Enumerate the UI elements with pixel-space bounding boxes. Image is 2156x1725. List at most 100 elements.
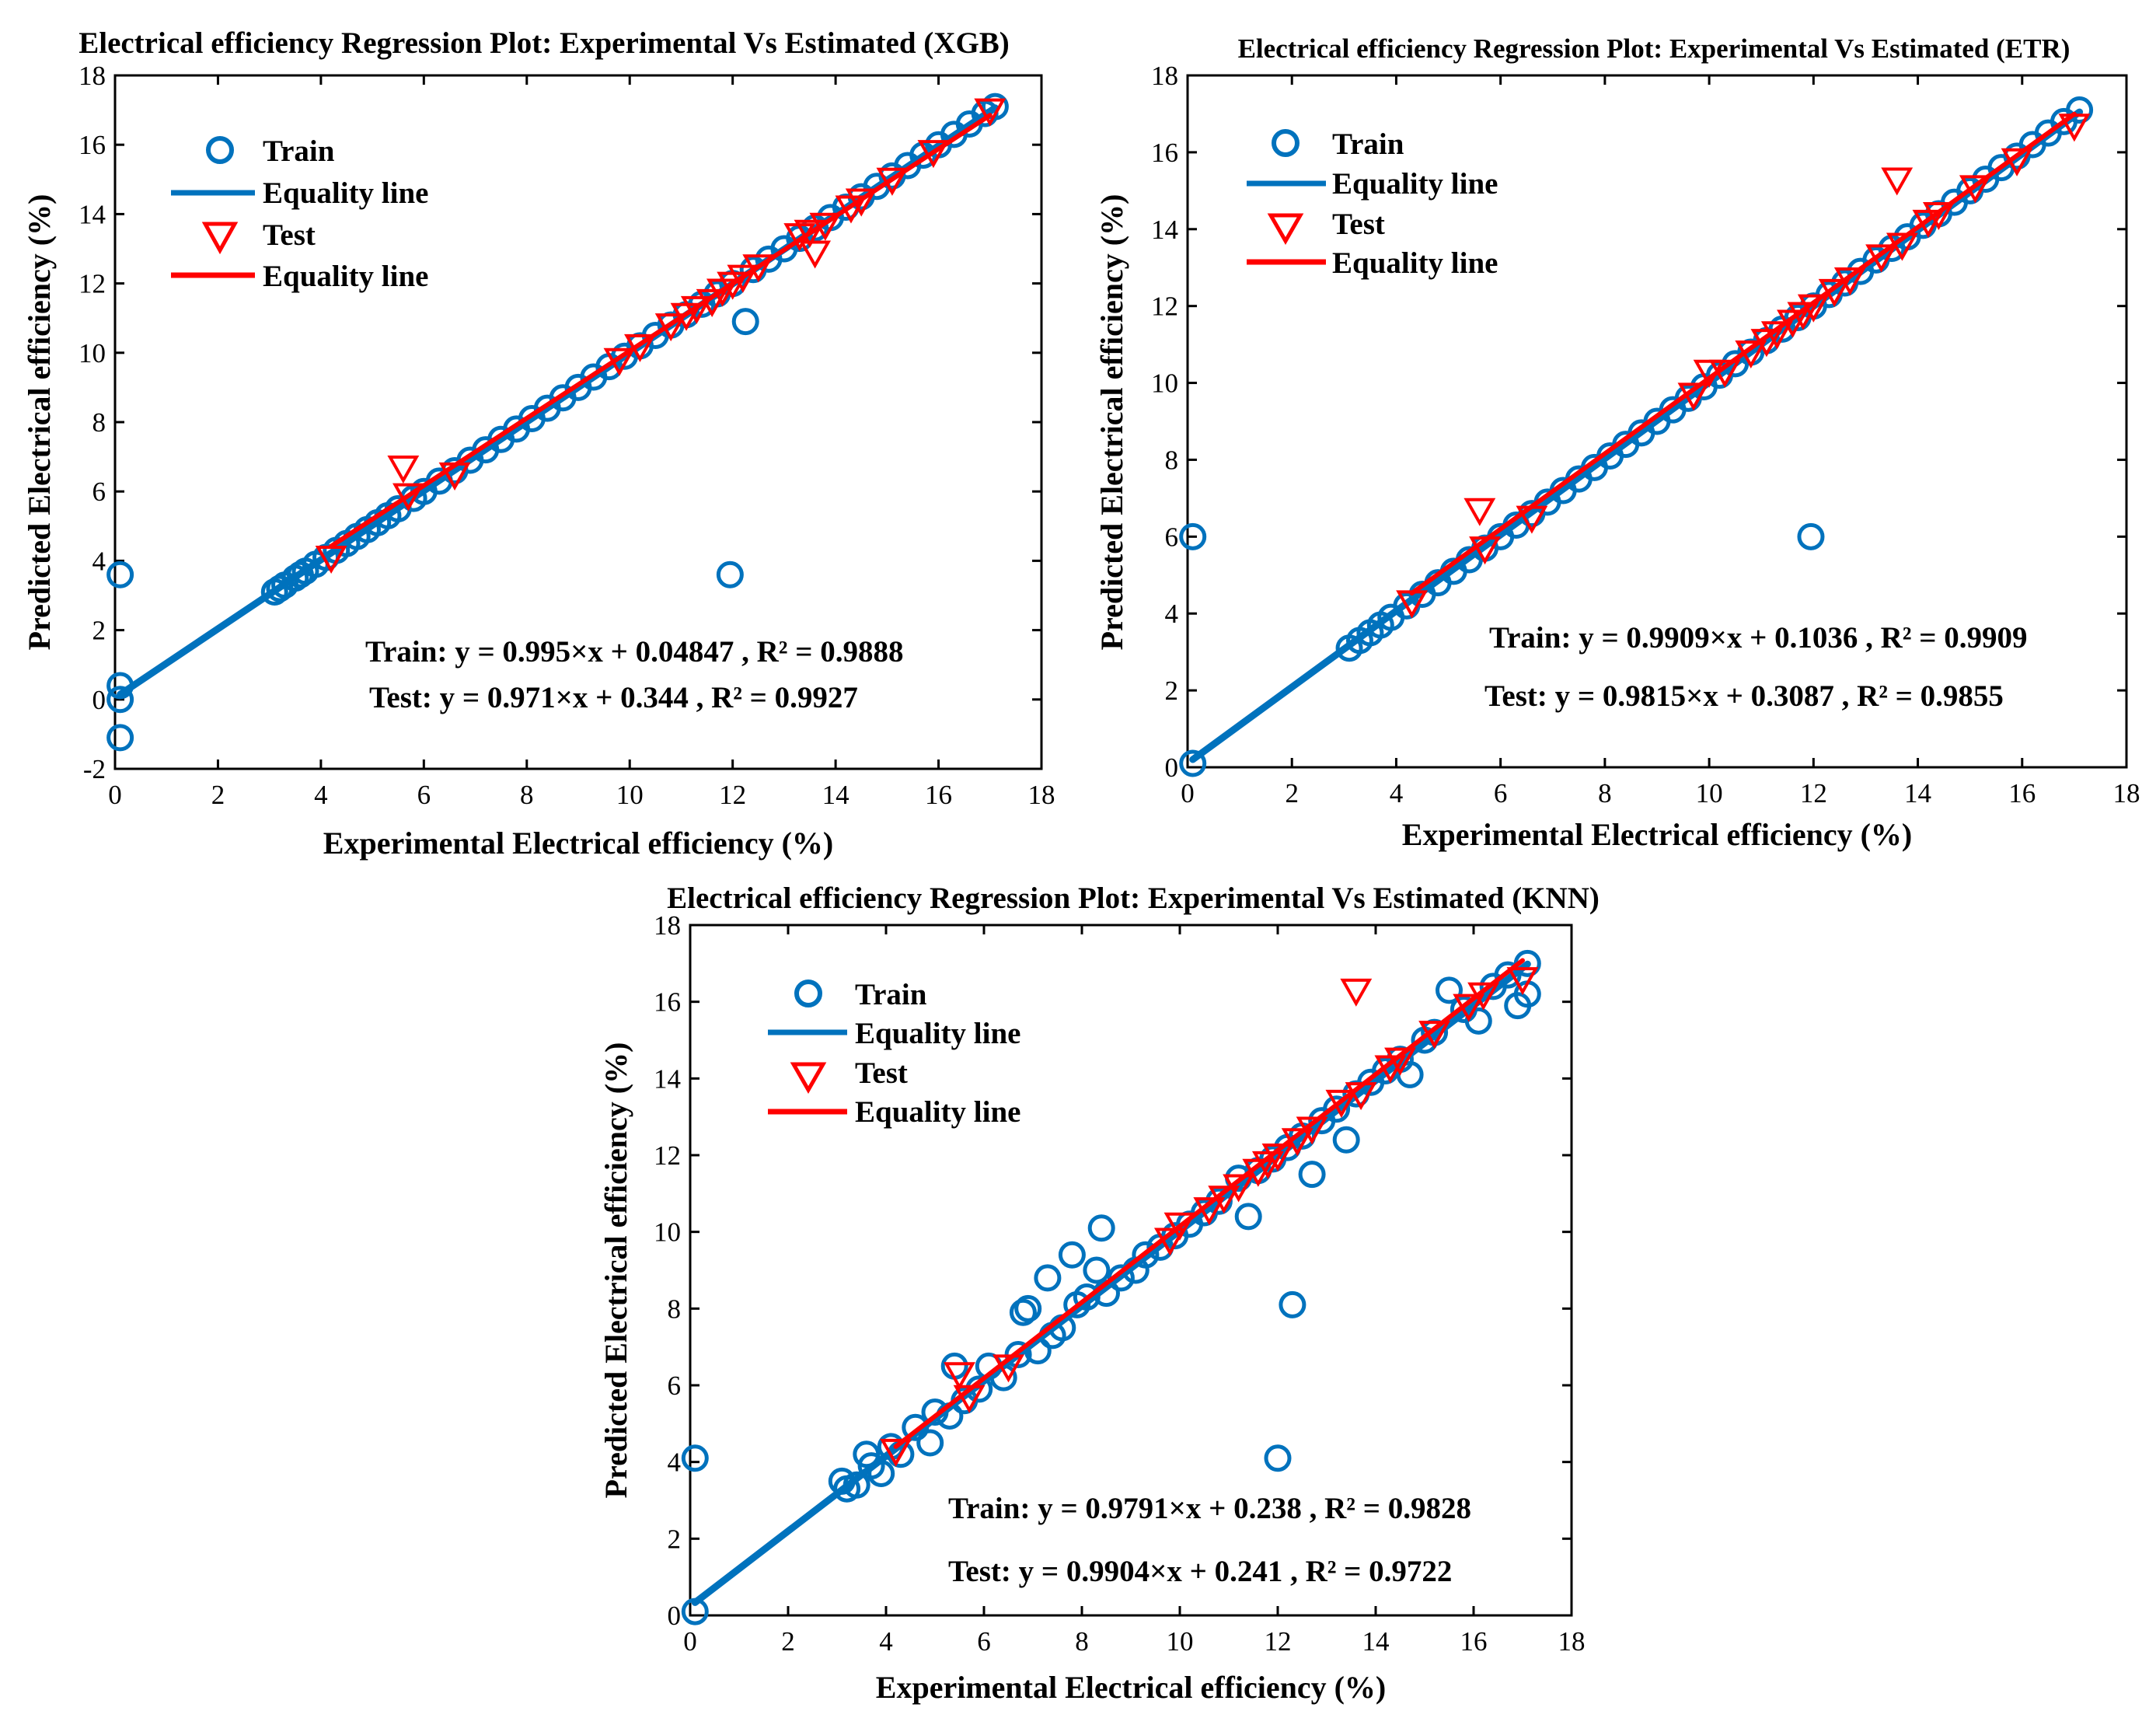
y-tick-label: 4 bbox=[668, 1447, 682, 1478]
x-tick-label: 18 bbox=[1558, 1626, 1586, 1657]
test-point bbox=[438, 462, 471, 491]
legend: Train Equality line Test Equality line bbox=[768, 978, 1020, 1129]
test-point bbox=[1797, 294, 1830, 323]
test-point bbox=[1384, 1047, 1416, 1076]
legend-test-line-label: Equality line bbox=[1332, 246, 1498, 280]
x-tick-label: 14 bbox=[1362, 1626, 1390, 1657]
train-point bbox=[1058, 1241, 1086, 1269]
train-point bbox=[1396, 1060, 1424, 1088]
legend-test-line-label: Equality line bbox=[855, 1095, 1020, 1129]
test-point bbox=[392, 483, 424, 512]
x-tick-label: 6 bbox=[1494, 778, 1508, 808]
train-point bbox=[1279, 1290, 1307, 1318]
test-point bbox=[1886, 232, 1918, 261]
y-tick-label: 8 bbox=[668, 1294, 682, 1324]
test-point bbox=[387, 455, 420, 484]
test-point bbox=[1467, 982, 1500, 1011]
legend-test-label: Test bbox=[1332, 208, 1385, 241]
test-point bbox=[1325, 1089, 1358, 1118]
y-tick-label: 12 bbox=[78, 269, 106, 299]
legend-train-line-label: Equality line bbox=[1332, 167, 1498, 201]
test-point bbox=[2058, 113, 2091, 142]
y-tick-label: 12 bbox=[654, 1140, 681, 1171]
train-point bbox=[867, 1459, 895, 1487]
y-tick-label: 14 bbox=[1151, 215, 1178, 245]
x-tick-label: 10 bbox=[1696, 778, 1723, 808]
train-point bbox=[1179, 522, 1207, 550]
x-tick-label: 8 bbox=[520, 780, 534, 810]
test-point bbox=[1193, 1197, 1226, 1226]
test-point bbox=[727, 264, 759, 293]
y-tick-label: 0 bbox=[1165, 753, 1179, 783]
chart-title: Electrical efficiency Regression Plot: E… bbox=[78, 26, 1010, 60]
x-tick-label: 14 bbox=[1904, 778, 1931, 808]
x-tick-label: 12 bbox=[1800, 778, 1827, 808]
legend-train-line-label: Equality line bbox=[263, 176, 428, 210]
y-tick-label: 16 bbox=[78, 130, 106, 160]
legend-train-line-label: Equality line bbox=[855, 1017, 1020, 1050]
legend-test-marker bbox=[790, 1062, 827, 1095]
y-tick-label: 8 bbox=[92, 407, 106, 438]
test-point bbox=[1396, 590, 1429, 619]
test-point bbox=[680, 295, 713, 324]
y-tick-label: 16 bbox=[1151, 138, 1178, 168]
train-point bbox=[1132, 1241, 1160, 1269]
test-point bbox=[1281, 1128, 1313, 1157]
y-tick-label: 14 bbox=[654, 1063, 681, 1094]
test-point bbox=[794, 219, 826, 248]
y-tick-label: 2 bbox=[92, 616, 106, 646]
test-point bbox=[1677, 382, 1710, 411]
y-tick-label: 0 bbox=[92, 685, 106, 715]
legend-test-label: Test bbox=[263, 218, 316, 252]
test-point bbox=[315, 545, 347, 574]
test-point bbox=[917, 140, 950, 169]
y-tick-label: 6 bbox=[92, 477, 106, 507]
train-point bbox=[921, 1399, 949, 1426]
train-point bbox=[1797, 522, 1825, 550]
test-point bbox=[1261, 1144, 1294, 1172]
test-point bbox=[1208, 1186, 1240, 1214]
test-point bbox=[1153, 1227, 1186, 1256]
y-tick-label: 16 bbox=[654, 987, 681, 1018]
y-tick-label: 4 bbox=[1165, 599, 1179, 629]
test-point bbox=[1881, 167, 1914, 196]
test-point bbox=[1516, 505, 1548, 534]
legend-test-label: Test bbox=[855, 1056, 908, 1090]
x-tick-label: 10 bbox=[616, 780, 644, 810]
chart-etr: Electrical efficiency Regression Plot: E… bbox=[1094, 33, 2140, 852]
test-point bbox=[1296, 1116, 1328, 1145]
legend-test-marker bbox=[201, 222, 239, 255]
x-tick-label: 4 bbox=[879, 1626, 893, 1657]
x-tick-label: 0 bbox=[683, 1626, 697, 1657]
test-point bbox=[974, 98, 1006, 127]
train-point bbox=[1234, 1203, 1262, 1231]
test-point bbox=[1453, 993, 1485, 1022]
test-point bbox=[742, 254, 775, 283]
y-tick-label: 6 bbox=[668, 1371, 682, 1401]
x-tick-label: 8 bbox=[1598, 778, 1612, 808]
y-tick-label: 18 bbox=[78, 61, 106, 91]
chart-xgb: Electrical efficiency Regression Plot: E… bbox=[22, 26, 1055, 861]
x-tick-label: 12 bbox=[1265, 1626, 1292, 1657]
legend-train-label: Train bbox=[855, 978, 927, 1011]
x-tick-label: 2 bbox=[211, 780, 225, 810]
train-point bbox=[1332, 1126, 1360, 1154]
test-equation: Test: y = 0.9815×x + 0.3087 , R² = 0.985… bbox=[1484, 679, 2004, 713]
train-point bbox=[106, 672, 134, 700]
y-tick-label: 10 bbox=[1151, 368, 1178, 399]
test-point bbox=[1959, 175, 1991, 204]
legend-test-line-label: Equality line bbox=[263, 260, 428, 293]
y-tick-label: 0 bbox=[668, 1601, 682, 1631]
x-tick-label: 4 bbox=[1390, 778, 1404, 808]
train-point bbox=[716, 560, 744, 588]
test-equation: Test: y = 0.971×x + 0.344 , R² = 0.9927 bbox=[369, 681, 858, 714]
train-point bbox=[2066, 96, 2094, 124]
legend: Train Equality line Test Equality line bbox=[171, 134, 428, 293]
x-tick-label: 2 bbox=[1285, 778, 1299, 808]
test-point bbox=[1865, 244, 1898, 273]
train-equation: Train: y = 0.995×x + 0.04847 , R² = 0.98… bbox=[365, 635, 903, 669]
x-tick-label: 16 bbox=[925, 780, 952, 810]
x-tick-label: 12 bbox=[719, 780, 746, 810]
test-point bbox=[1163, 1212, 1196, 1241]
